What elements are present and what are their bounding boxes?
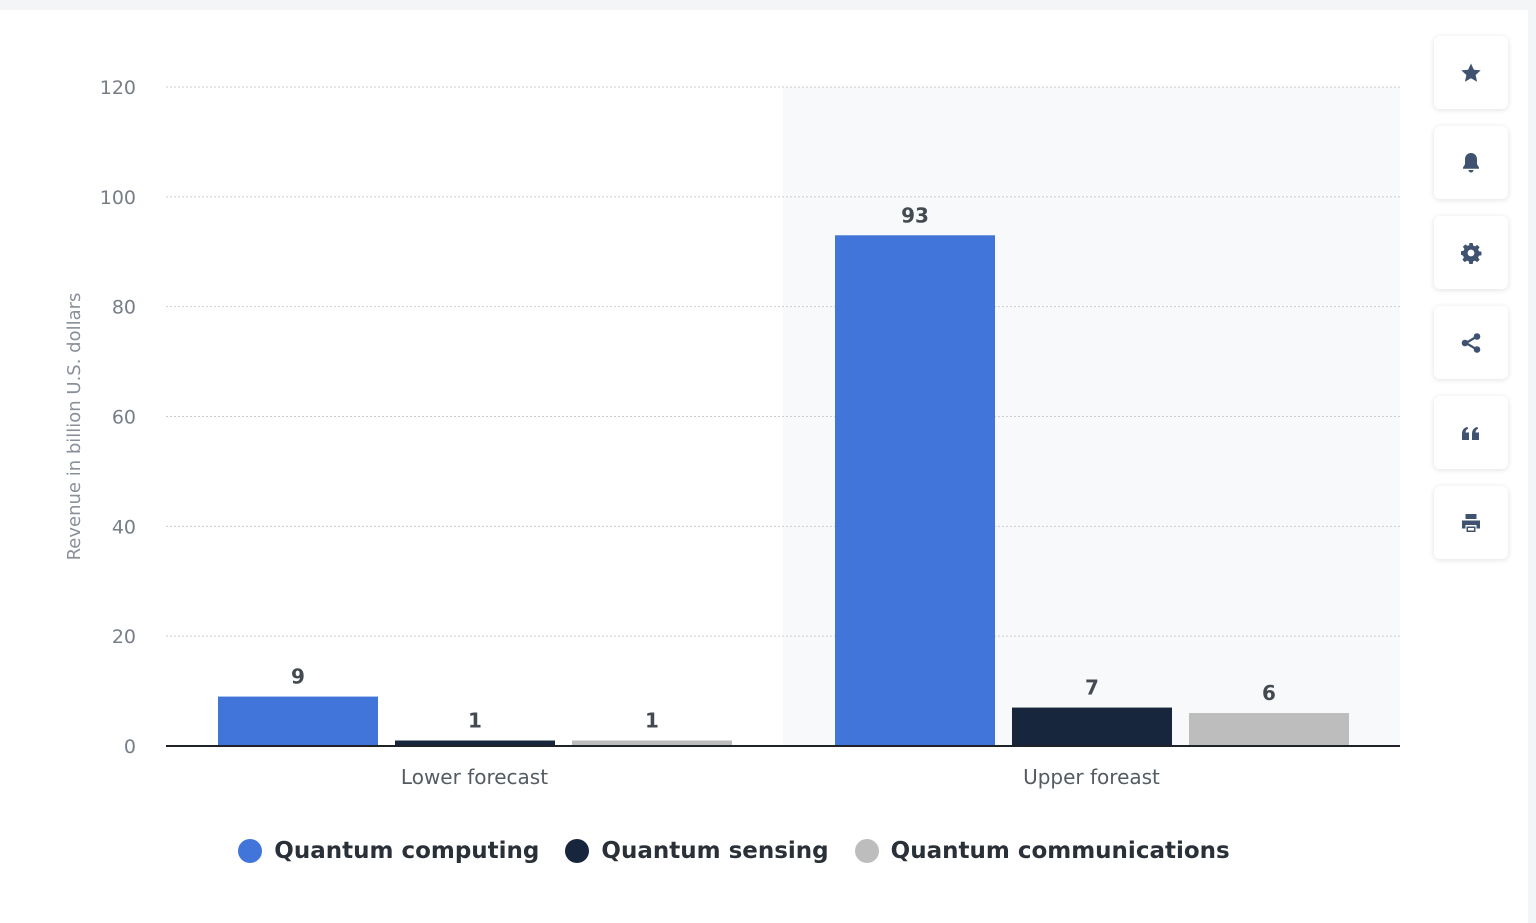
bar (572, 740, 732, 746)
cite-button[interactable] (1434, 396, 1508, 469)
gear-icon (1461, 242, 1482, 264)
bar-chart: 0 20 40 60 80 100 120 Revenue in billion U.S. d… (64, 77, 1400, 789)
legend-item-quantum-computing[interactable]: Quantum computing (238, 838, 539, 864)
legend-dot-icon (854, 839, 879, 863)
chart-toolbar (1434, 36, 1508, 559)
y-tick-label: 120 (100, 77, 136, 99)
chart-legend: Quantum computing Quantum sensing Quantu… (0, 838, 1468, 864)
y-tick-label: 20 (112, 626, 136, 648)
data-label: 93 (901, 203, 929, 227)
notification-button[interactable] (1434, 126, 1508, 199)
y-tick-label: 0 (124, 736, 136, 758)
data-label: 9 (291, 665, 305, 689)
bar (1189, 713, 1349, 746)
legend-label: Quantum computing (274, 838, 540, 864)
printer-icon (1462, 513, 1480, 532)
settings-button[interactable] (1434, 216, 1508, 289)
x-category-label: Upper foreast (1023, 765, 1160, 789)
data-label: 1 (645, 709, 659, 733)
print-button[interactable] (1434, 486, 1508, 559)
bar (1012, 707, 1172, 746)
legend-dot-icon (238, 839, 263, 863)
bar (395, 740, 555, 746)
data-label: 6 (1262, 681, 1276, 705)
y-axis-title: Revenue in billion U.S. dollars (64, 293, 85, 561)
data-label: 7 (1085, 676, 1099, 700)
y-tick-label: 80 (112, 297, 136, 319)
quote-icon (1462, 426, 1479, 440)
y-tick-label: 60 (112, 407, 136, 429)
star-icon (1461, 63, 1481, 82)
bar (835, 235, 995, 746)
chart-card: 0 20 40 60 80 100 120 Revenue in billion U.S. d… (0, 10, 1528, 923)
share-button[interactable] (1434, 306, 1508, 379)
legend-label: Quantum communications (890, 838, 1230, 864)
data-label: 1 (468, 709, 482, 733)
share-icon (1461, 332, 1481, 353)
x-category-label: Lower forecast (401, 765, 548, 789)
legend-label: Quantum sensing (601, 838, 829, 864)
legend-item-quantum-communications[interactable]: Quantum communications (854, 838, 1230, 864)
favorite-button[interactable] (1434, 36, 1508, 109)
bar (218, 696, 378, 746)
bell-icon (1463, 152, 1479, 172)
y-tick-label: 100 (100, 187, 136, 209)
legend-item-quantum-sensing[interactable]: Quantum sensing (565, 838, 829, 864)
legend-dot-icon (565, 839, 590, 863)
y-tick-label: 40 (112, 516, 136, 538)
